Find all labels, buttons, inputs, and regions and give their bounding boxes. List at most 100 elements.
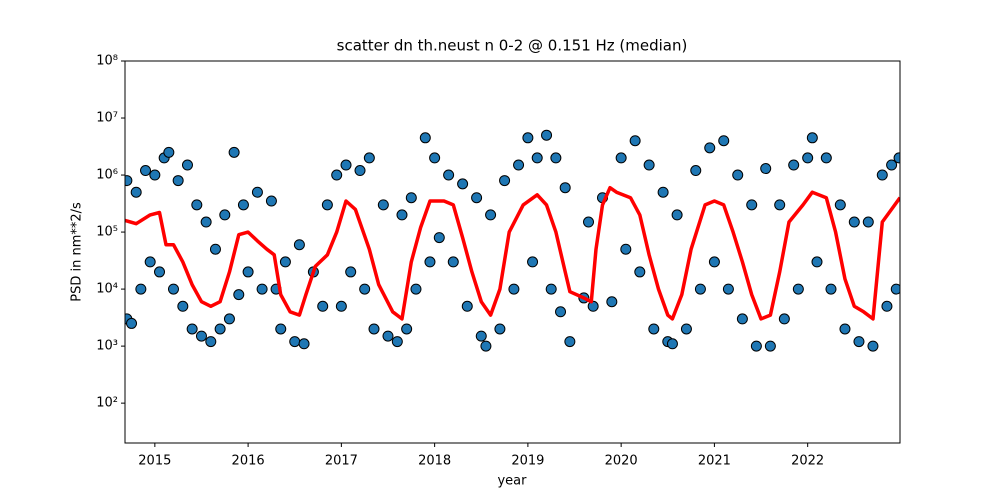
scatter-point <box>634 266 646 278</box>
scatter-point <box>881 300 893 312</box>
scatter-point <box>144 256 156 268</box>
y-tick-label: 10⁷ <box>96 111 118 126</box>
scatter-point <box>671 209 683 221</box>
scatter-point <box>820 152 832 164</box>
scatter-point <box>839 323 851 335</box>
scatter-point <box>527 256 539 268</box>
scatter-point <box>834 199 846 211</box>
scatter-point <box>172 175 184 187</box>
scatter-point <box>648 323 660 335</box>
scatter-point <box>606 296 618 308</box>
y-axis-label: PSD in nm**2/s <box>70 202 85 302</box>
y-tick-label: 10⁸ <box>96 54 118 69</box>
scatter-point <box>886 159 898 171</box>
scatter-point <box>167 283 179 295</box>
scatter-point <box>508 283 520 295</box>
scatter-point <box>708 256 720 268</box>
scatter-point <box>499 175 511 187</box>
scatter-point <box>279 256 291 268</box>
scatter-point <box>541 129 553 141</box>
scatter-point <box>583 216 595 228</box>
scatter-point <box>321 199 333 211</box>
y-tick-label: 10⁵ <box>96 225 118 240</box>
scatter-point <box>443 169 455 181</box>
scatter-point <box>429 152 441 164</box>
scatter-point <box>811 256 823 268</box>
scatter-point <box>200 216 212 228</box>
y-tick-label: 10⁶ <box>96 168 118 183</box>
scatter-point <box>154 266 166 278</box>
scatter-point <box>471 192 483 204</box>
y-tick-label: 10² <box>96 396 118 411</box>
scatter-point <box>750 340 762 352</box>
scatter-point <box>228 146 240 158</box>
scatter-point <box>802 152 814 164</box>
scatter-point <box>195 330 207 342</box>
scatter-point <box>788 159 800 171</box>
scatter-point <box>704 142 716 154</box>
scatter-point <box>331 169 343 181</box>
scatter-point <box>410 283 422 295</box>
scatter-point <box>485 209 497 221</box>
scatter-point <box>480 340 492 352</box>
scatter-point <box>163 146 175 158</box>
scatter-point <box>475 330 487 342</box>
scatter-point <box>391 336 403 348</box>
scatter-point <box>774 199 786 211</box>
scatter-point <box>690 165 702 177</box>
scatter-point <box>140 165 152 177</box>
scatter-point <box>764 340 776 352</box>
scatter-point <box>354 165 366 177</box>
scatter-point <box>666 338 678 350</box>
x-tick-label: 2015 <box>138 454 171 469</box>
scatter-point <box>181 159 193 171</box>
scatter-point <box>615 152 627 164</box>
scatter-point <box>135 283 147 295</box>
scatter-point <box>368 323 380 335</box>
scatter-point <box>186 323 198 335</box>
scatter-point <box>130 186 142 198</box>
scatter-point <box>629 135 641 147</box>
scatter-point <box>149 169 161 181</box>
scatter-point <box>746 199 758 211</box>
x-tick-label: 2019 <box>511 454 544 469</box>
scatter-point <box>545 283 557 295</box>
scatter-point <box>191 199 203 211</box>
scatter-point <box>433 232 445 244</box>
scatter-point <box>732 169 744 181</box>
x-tick-label: 2017 <box>325 454 358 469</box>
scatter-point <box>256 283 268 295</box>
scatter-point <box>419 132 431 144</box>
scatter-point <box>345 266 357 278</box>
scatter-point <box>550 152 562 164</box>
x-tick-label: 2020 <box>605 454 638 469</box>
scatter-point <box>876 169 888 181</box>
median-line <box>125 185 900 321</box>
scatter-point <box>233 289 245 301</box>
x-tick-label: 2021 <box>698 454 731 469</box>
scatter-point <box>177 300 189 312</box>
scatter-point <box>317 300 329 312</box>
plot-frame <box>124 60 901 444</box>
x-tick-label: 2022 <box>791 454 824 469</box>
scatter-point <box>335 300 347 312</box>
scatter-point <box>424 256 436 268</box>
scatter-point <box>494 323 506 335</box>
scatter-point <box>382 330 394 342</box>
scatter-point <box>853 336 865 348</box>
scatter-point <box>275 323 287 335</box>
scatter-point <box>890 283 900 295</box>
scatter-point <box>657 186 669 198</box>
scatter-point <box>265 195 277 207</box>
scatter-point <box>237 199 249 211</box>
scatter-point <box>289 336 301 348</box>
scatter-point <box>298 338 310 350</box>
scatter-point <box>620 243 632 255</box>
scatter-point <box>555 306 567 318</box>
scatter-point <box>522 132 534 144</box>
scatter-point <box>293 239 305 251</box>
scatter-point <box>242 266 254 278</box>
scatter-point <box>893 152 900 164</box>
